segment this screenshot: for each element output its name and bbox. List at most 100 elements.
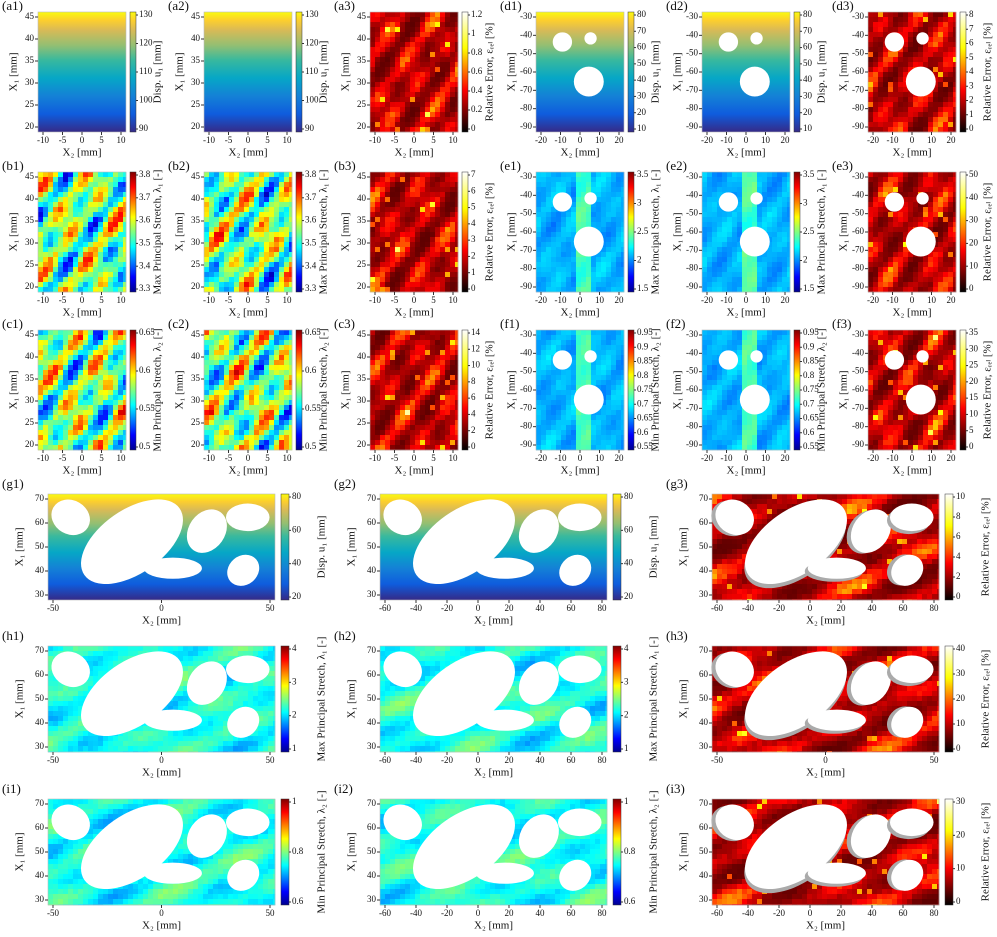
field-cell (913, 267, 919, 273)
y-tick-label: 25 (25, 417, 35, 427)
field-cell (289, 192, 293, 198)
field-cell (410, 27, 416, 33)
field-cell (707, 182, 713, 188)
field-cell (239, 410, 245, 416)
field-cell (913, 32, 919, 38)
field-cell (405, 222, 411, 228)
field-cell (385, 212, 391, 218)
field-cell (405, 187, 411, 193)
field-cell (712, 187, 718, 193)
field-cell (58, 395, 64, 401)
field-cell (63, 192, 69, 198)
field-cell (450, 287, 456, 293)
field-cell (58, 350, 64, 356)
field-cell (214, 435, 220, 441)
field-cell (430, 57, 436, 63)
field-cell (289, 360, 293, 366)
x-tick-label: 0 (246, 453, 251, 463)
field-cell (53, 182, 59, 188)
field-cell (390, 12, 396, 18)
field-cell (410, 72, 416, 78)
field-cell (274, 242, 280, 248)
field-cell (53, 207, 59, 213)
field-cell (63, 440, 69, 446)
field-cell (425, 222, 431, 228)
field-cell (279, 445, 285, 451)
field-cell (209, 415, 215, 421)
colorbar (793, 171, 801, 293)
field-cell (204, 277, 210, 283)
field-cell (234, 252, 240, 258)
field-cell (571, 247, 577, 253)
field-cell (58, 360, 64, 366)
field-cell (264, 212, 270, 218)
field-cell (777, 207, 783, 213)
field-cell (400, 92, 406, 98)
field-cell (259, 430, 265, 436)
field-cell (913, 22, 919, 28)
field-cell (933, 217, 939, 223)
field-cell (274, 252, 280, 258)
field-cell (88, 242, 94, 248)
field-cell (561, 257, 567, 263)
field-cell (380, 277, 386, 283)
field-cell (611, 177, 617, 183)
field-cell (455, 17, 459, 23)
field-cell (88, 445, 94, 451)
field-cell (782, 242, 788, 248)
field-cell (264, 252, 270, 258)
field-cell (249, 237, 255, 243)
field-cell (787, 222, 791, 228)
colorbar-label: Min Principal Stretch, λ₂ [-] (318, 328, 330, 451)
field-cell (204, 177, 210, 183)
field-cell (83, 177, 89, 183)
field-cell (928, 107, 934, 113)
field-cell (284, 375, 290, 381)
field-cell (888, 17, 894, 23)
field-cell (777, 237, 783, 243)
field-cell (873, 42, 879, 48)
field-cell (244, 395, 250, 401)
field-cell (898, 177, 904, 183)
field-cell (420, 257, 426, 263)
colorbar-tick-label: 0.55 (305, 403, 321, 413)
field-cell (561, 227, 567, 233)
field-cell (239, 192, 245, 198)
field-cell (209, 282, 215, 288)
field-cell (108, 262, 114, 268)
field-cell (284, 247, 290, 253)
field-cell (113, 430, 119, 436)
field-cell (782, 182, 788, 188)
field-cell (621, 277, 625, 283)
field-cell (717, 247, 723, 253)
field-cell (767, 252, 773, 258)
field-cell (546, 287, 552, 293)
field-cell (717, 282, 723, 288)
x-tick-label: 10 (927, 135, 937, 145)
field-cell (430, 77, 436, 83)
field-cell (103, 365, 109, 371)
field-cell (385, 97, 391, 103)
field-cell (244, 267, 250, 273)
field-cell (113, 187, 119, 193)
field-cell (420, 237, 426, 243)
field-cell (445, 57, 451, 63)
field-cell (289, 257, 293, 263)
colorbar-tick-label: 6 (969, 38, 974, 48)
field-cell (450, 77, 456, 83)
field-cell (284, 237, 290, 243)
field-cell (752, 172, 758, 178)
field-cell (893, 127, 899, 133)
field-cell (752, 182, 758, 188)
field-cell (420, 212, 426, 218)
field-cell (279, 232, 285, 238)
field-cell (284, 385, 290, 391)
field-cell (903, 117, 909, 123)
field-cell (224, 197, 230, 203)
field-cell (204, 335, 210, 341)
field-cell (777, 177, 783, 183)
field-cell (229, 340, 235, 346)
field-cell (450, 72, 456, 78)
field-cell (908, 172, 914, 178)
field-cell (123, 197, 127, 203)
